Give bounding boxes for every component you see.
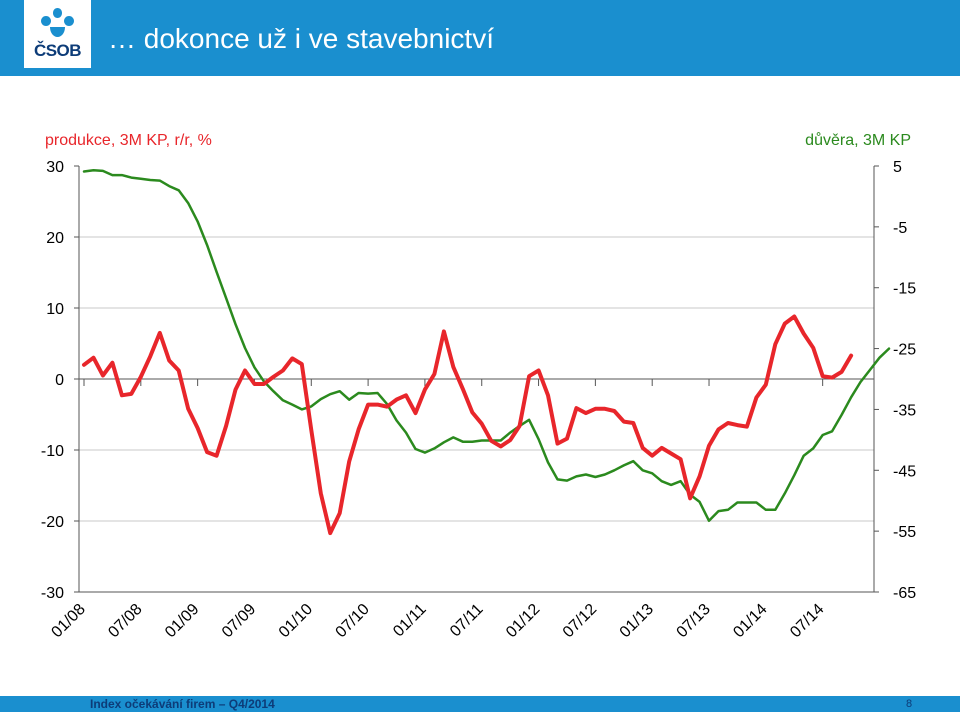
x-tick-label: 07/11 — [447, 601, 487, 641]
confidence-series-line — [82, 169, 891, 523]
x-tick-label: 07/10 — [333, 601, 373, 641]
x-tick-label: 01/09 — [162, 601, 202, 641]
x-tick-label: 01/11 — [390, 601, 430, 641]
left-tick-label: 20 — [46, 230, 64, 247]
left-axis-label: produkce, 3M KP, r/r, % — [45, 132, 212, 149]
logo-text: ČSOB — [33, 41, 82, 60]
left-tick-label: 0 — [55, 372, 64, 389]
x-tick-label: 07/14 — [787, 601, 827, 641]
page-title: … dokonce už i ve stavebnictví — [108, 23, 494, 54]
right-tick-label: -65 — [893, 585, 916, 602]
csob-logo: ČSOB — [24, 0, 91, 68]
right-tick-label: -25 — [893, 342, 916, 359]
x-tick-label: 07/12 — [560, 601, 600, 641]
x-tick-label: 07/08 — [105, 601, 145, 641]
left-tick-label: -30 — [41, 585, 64, 602]
right-tick-label: -45 — [893, 463, 916, 480]
page-number: 8 — [906, 698, 913, 710]
right-tick-label: -35 — [893, 402, 916, 419]
footer-bar: Index očekávání firem – Q4/2014 8 — [0, 696, 960, 712]
x-tick-label: 07/09 — [219, 601, 259, 641]
left-tick-label: 30 — [46, 159, 64, 176]
x-tick-label: 01/10 — [276, 601, 316, 641]
x-tick-label: 01/12 — [503, 601, 543, 641]
right-tick-label: -5 — [893, 220, 907, 237]
logo-emblem-icon — [41, 8, 74, 37]
x-tick-label: 01/13 — [617, 601, 657, 641]
x-tick-label: 01/14 — [730, 601, 770, 641]
right-axis-label: důvěra, 3M KP — [805, 131, 911, 149]
left-tick-label: -20 — [41, 514, 64, 531]
line-chart: 30 20 10 0 -10 -20 -30 5 -5 -15 -25 -35 -45 -55 -65 0… — [41, 131, 916, 641]
x-tick-label: 07/13 — [674, 601, 714, 641]
right-tick-label: -55 — [893, 524, 916, 541]
right-tick-label: 5 — [893, 159, 902, 176]
footer-text: Index očekávání firem – Q4/2014 — [90, 697, 275, 711]
left-tick-label: 10 — [46, 301, 64, 318]
header-bar: ČSOB … dokonce už i ve stavebnictví — [0, 0, 960, 76]
left-tick-label: -10 — [41, 443, 64, 460]
production-series-line — [82, 314, 854, 536]
right-tick-label: -15 — [893, 281, 916, 298]
x-tick-label: 01/08 — [48, 601, 88, 641]
